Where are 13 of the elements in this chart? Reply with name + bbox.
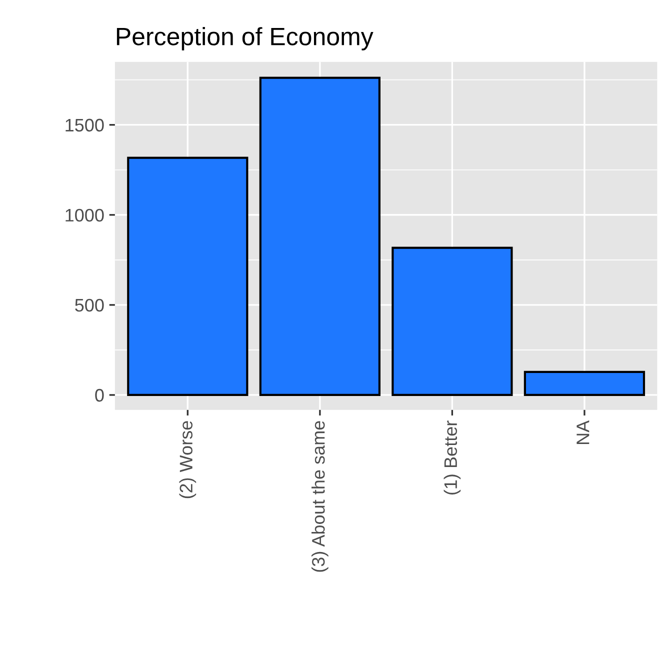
y-tick-label: 1000 — [66, 208, 104, 222]
bar — [392, 246, 513, 396]
y-tick-label: 0 — [95, 388, 104, 402]
x-tick-label: NA — [576, 420, 590, 444]
bar — [524, 370, 646, 396]
x-tick-label: (1) Better — [444, 420, 461, 494]
y-tick-label: 1500 — [66, 118, 104, 132]
chart-title: Perception of Economy — [116, 27, 374, 50]
bar — [259, 76, 380, 396]
x-tick-label: (3) About the same — [312, 421, 328, 572]
y-tick-label: 500 — [75, 298, 104, 312]
bar — [127, 156, 248, 396]
x-tick-label: (2) Worse — [179, 421, 196, 498]
